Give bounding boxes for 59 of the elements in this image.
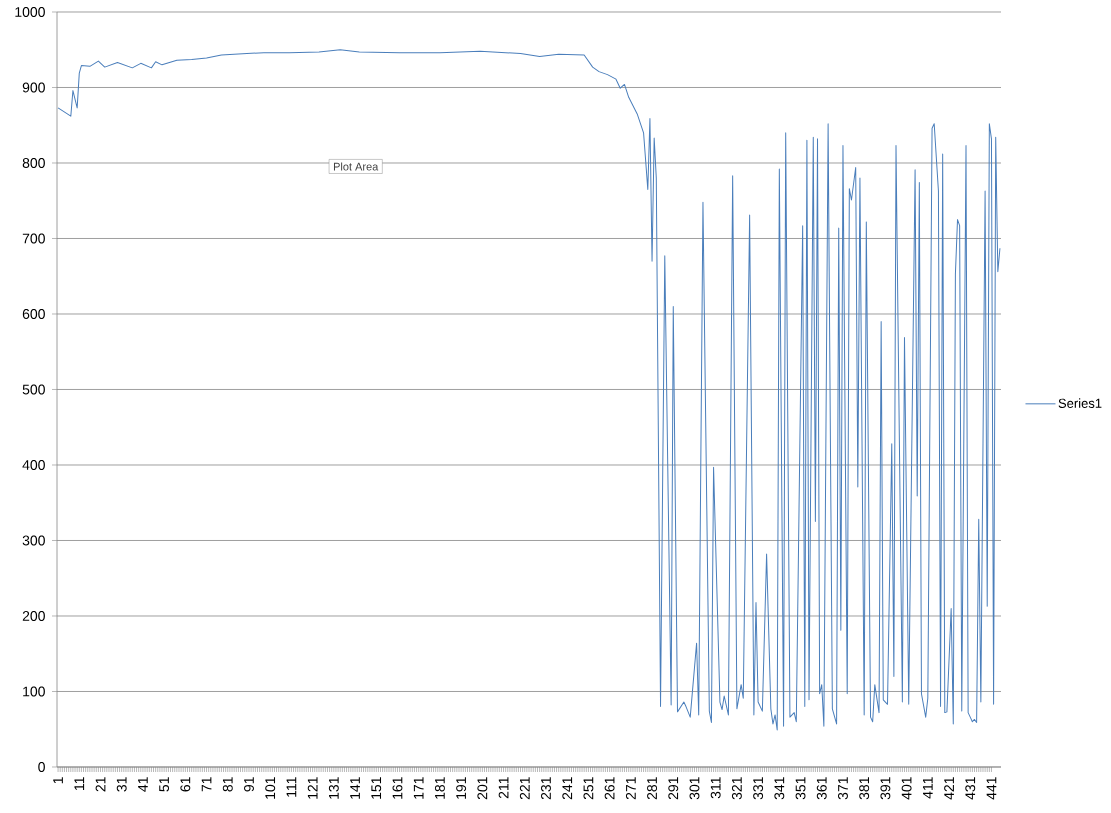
x-tick-label: 101	[265, 777, 276, 799]
x-tick-label: 441	[986, 777, 997, 800]
x-tick-label: 141	[350, 777, 360, 799]
x-tick-label: 81	[222, 777, 233, 792]
x-tick-label: 251	[583, 777, 594, 800]
x-tick-label: 21	[95, 777, 106, 792]
x-tick-label: 201	[477, 777, 488, 800]
x-tick-label: 401	[901, 777, 912, 800]
y-tick-label: 800	[22, 158, 45, 168]
x-tick-label: 291	[668, 777, 679, 800]
x-tick-label: 321	[731, 777, 742, 800]
x-tick-label: 121	[307, 777, 318, 799]
x-tick-label: 421	[944, 777, 954, 800]
x-tick-label: 61	[180, 777, 191, 792]
x-tick-label: 1	[53, 777, 63, 784]
x-tick-label: 361	[816, 777, 827, 800]
x-tick-label: 11	[74, 777, 85, 790]
x-tick-label: 111	[286, 777, 297, 797]
line-series	[57, 49, 1001, 731]
x-tick-label: 381	[859, 777, 870, 800]
y-tick-label: 500	[22, 384, 45, 395]
x-tick-label: 411	[923, 777, 933, 799]
y-tick-label: 900	[22, 82, 45, 93]
y-tick-label: 0	[38, 762, 45, 772]
x-tick-label: 71	[201, 777, 212, 792]
x-tick-label: 261	[604, 777, 615, 800]
x-tick-label: 351	[795, 777, 806, 800]
x-tick-label: 311	[710, 777, 721, 799]
y-tick-label: 100	[23, 686, 45, 697]
x-tick-label: 131	[328, 777, 339, 799]
x-tick-label: 301	[689, 777, 700, 800]
annotation: Plot Area	[333, 162, 379, 171]
x-tick-label: 31	[116, 777, 127, 792]
x-tick-label: 331	[753, 777, 764, 800]
x-tick-label: 281	[647, 777, 658, 800]
x-tick-label: 371	[838, 777, 848, 800]
x-tick-label: 431	[965, 777, 976, 800]
y-tick-label: 300	[22, 535, 45, 546]
legend-label: Series1	[1058, 398, 1102, 408]
x-tick-label: 211	[498, 777, 509, 799]
x-tick-label: 41	[138, 777, 148, 792]
x-tick-label: 181	[434, 777, 445, 799]
x-tick-label: 221	[519, 777, 530, 800]
y-tick-label: 200	[22, 611, 45, 621]
x-tick-label: 171	[413, 777, 424, 799]
x-tick-label: 151	[371, 777, 382, 799]
x-tick-label: 91	[244, 777, 254, 792]
y-tick-label: 400	[22, 460, 45, 470]
x-tick-label: 231	[541, 777, 551, 800]
y-tick-label: 600	[22, 309, 45, 319]
y-tick-label: 700	[22, 233, 45, 244]
x-tick-label: 51	[159, 777, 170, 792]
x-tick-label: 161	[392, 777, 403, 799]
x-tick-label: 241	[562, 777, 573, 800]
x-tick-label: 341	[774, 777, 785, 800]
y-tick-label: 1000	[15, 7, 45, 17]
x-tick-label: 191	[456, 777, 467, 799]
x-tick-label: 271	[625, 777, 636, 800]
x-tick-label: 391	[880, 777, 891, 800]
